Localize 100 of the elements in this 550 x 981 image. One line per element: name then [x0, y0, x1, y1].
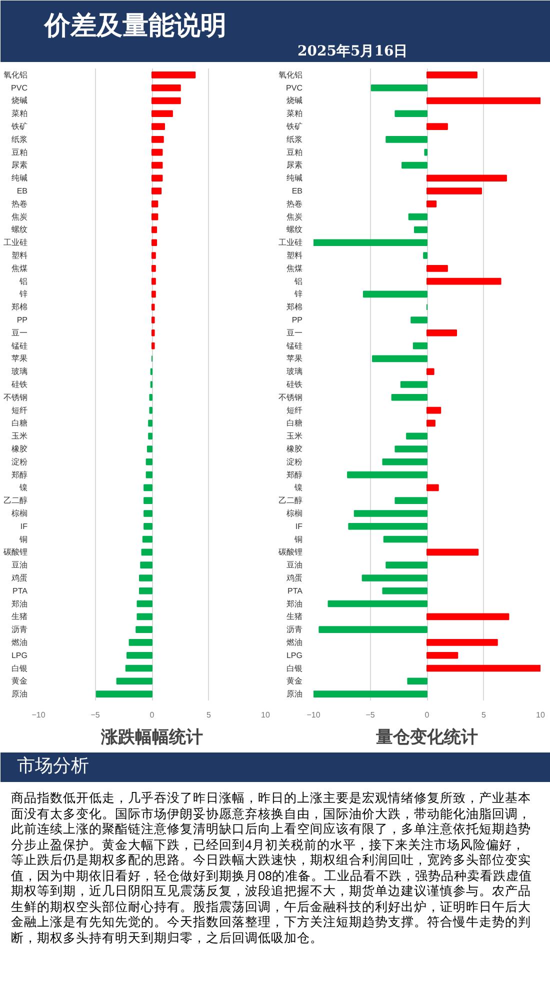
bar — [424, 148, 428, 156]
bar — [152, 226, 158, 234]
y-tick-label: 豆油 — [12, 560, 28, 570]
bar — [402, 162, 428, 169]
y-tick-label: 焦炭 — [12, 212, 28, 222]
y-tick-label: LPG — [11, 650, 28, 660]
bar — [144, 497, 152, 504]
y-tick-label: 镍 — [18, 483, 28, 492]
y-tick-label: PP — [16, 316, 28, 325]
y-tick-label: 焦炭 — [286, 212, 302, 222]
text: 量仓变化统计 — [375, 728, 478, 748]
y-tick-label: 尿素 — [12, 160, 28, 170]
bar — [426, 330, 458, 336]
y-tick-label: 橡胶 — [12, 444, 28, 454]
y-tick-label: 白银 — [12, 664, 28, 673]
bar — [152, 200, 158, 208]
y-tick-label: 塑料 — [286, 251, 302, 260]
y-tick-label: 苹果 — [286, 354, 302, 364]
bar — [152, 174, 163, 182]
text: 市场分析 — [17, 756, 89, 776]
y-tick-label: PP — [292, 316, 302, 325]
bar — [372, 355, 428, 362]
bar — [152, 123, 165, 130]
bar — [412, 342, 428, 350]
y-tick-label: 郑醇 — [12, 470, 28, 480]
bar — [152, 136, 164, 143]
bar — [426, 97, 540, 104]
y-tick-label: 铝 — [294, 276, 302, 286]
bar — [408, 213, 428, 220]
y-tick-label: IF — [295, 522, 303, 531]
bar — [426, 200, 437, 208]
y-tick-label: 郑棉 — [286, 302, 302, 312]
bar — [116, 678, 152, 685]
bar — [426, 72, 478, 78]
bar — [152, 316, 155, 324]
bar — [146, 458, 152, 466]
bar — [141, 548, 152, 556]
bar — [426, 420, 436, 427]
bar — [148, 432, 152, 440]
y-tick-label: 玻璃 — [12, 367, 28, 376]
bar — [426, 613, 510, 620]
y-tick-label: 燃油 — [286, 638, 302, 647]
bar — [394, 446, 428, 452]
y-tick-label: 鸡蛋 — [10, 573, 28, 582]
bar — [152, 330, 155, 336]
bar — [152, 252, 156, 259]
y-tick-label: 白糖 — [12, 418, 28, 428]
y-tick-label: 锌 — [294, 290, 302, 299]
y-tick-label: 纸浆 — [286, 134, 302, 144]
y-tick-label: 豆一 — [12, 328, 28, 338]
y-tick-label: 锌 — [18, 290, 28, 299]
bar — [136, 626, 152, 633]
y-tick-label: 螺纹 — [12, 225, 28, 234]
y-tick-label: 铜 — [294, 534, 302, 544]
x-tick-label: −10 — [306, 710, 321, 720]
bar — [426, 484, 439, 492]
bar — [152, 188, 162, 194]
y-tick-label: 锰硅 — [286, 341, 302, 350]
bar — [414, 226, 428, 234]
bar — [426, 368, 434, 376]
y-tick-label: 螺纹 — [286, 225, 302, 234]
y-tick-label: 碳酸锂 — [2, 548, 28, 557]
bar — [152, 342, 155, 350]
bar — [394, 497, 428, 504]
y-tick-label: 硅铁 — [10, 380, 28, 389]
bar — [426, 278, 502, 285]
y-tick-label: 铁矿 — [10, 122, 28, 132]
bar — [406, 432, 428, 440]
bar — [126, 652, 152, 659]
bar — [347, 471, 428, 478]
bar — [314, 239, 428, 246]
y-tick-label: 氧化铝 — [4, 70, 28, 80]
bar — [149, 394, 152, 401]
bar — [152, 213, 158, 220]
y-tick-label: 沥青 — [12, 625, 28, 634]
y-tick-label: 豆一 — [286, 328, 302, 338]
y-tick-label: 铜 — [18, 534, 28, 544]
y-tick-label: 烧碱 — [12, 96, 28, 106]
y-tick-label: 鸡蛋 — [286, 573, 302, 582]
bar — [152, 72, 196, 78]
y-tick-label: 豆油 — [286, 560, 302, 570]
x-tick-label: 5 — [206, 710, 212, 720]
bar — [136, 613, 152, 620]
y-tick-label: EB — [292, 186, 302, 196]
bar — [152, 290, 156, 298]
y-tick-label: IF — [20, 522, 28, 531]
x-tick-label: 0 — [424, 710, 430, 720]
y-tick-label: 氧化铝 — [278, 70, 302, 80]
y-tick-label: PVC — [11, 83, 28, 92]
bar — [386, 136, 428, 143]
x-tick-label: 5 — [482, 710, 487, 720]
y-tick-label: 短纤 — [286, 406, 302, 415]
bar — [426, 664, 540, 672]
bar — [362, 290, 428, 298]
y-tick-label: 淀粉 — [286, 457, 302, 466]
y-tick-label: 生猪 — [12, 612, 28, 622]
y-tick-label: 塑料 — [12, 251, 28, 260]
y-tick-label: 不锈钢 — [4, 392, 28, 402]
bar — [152, 278, 156, 285]
y-tick-label: 工业硅 — [278, 238, 302, 248]
